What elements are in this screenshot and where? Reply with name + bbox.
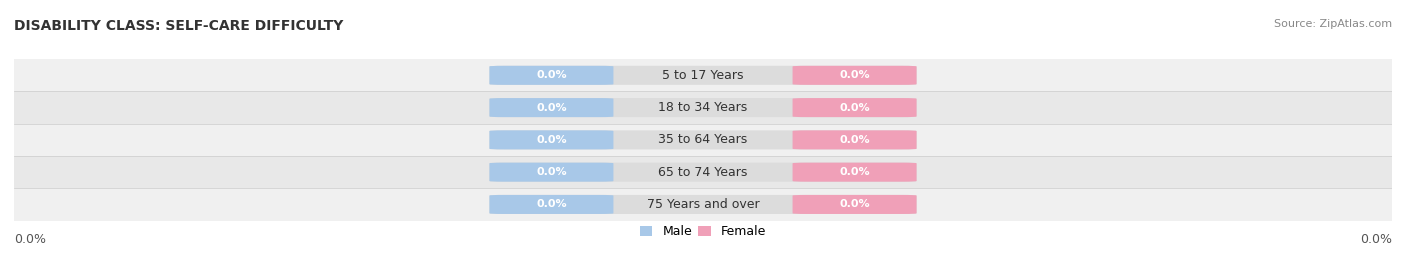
FancyBboxPatch shape — [793, 130, 917, 149]
Text: 0.0%: 0.0% — [536, 70, 567, 80]
Bar — [14, 156, 1392, 188]
Text: 0.0%: 0.0% — [1360, 233, 1392, 246]
Text: 75 Years and over: 75 Years and over — [647, 198, 759, 211]
FancyBboxPatch shape — [489, 130, 917, 149]
FancyBboxPatch shape — [489, 66, 917, 85]
Text: 65 to 74 Years: 65 to 74 Years — [658, 166, 748, 179]
Text: 0.0%: 0.0% — [839, 70, 870, 80]
FancyBboxPatch shape — [489, 163, 613, 182]
Bar — [14, 91, 1392, 124]
Text: 18 to 34 Years: 18 to 34 Years — [658, 101, 748, 114]
Text: 0.0%: 0.0% — [839, 102, 870, 113]
Text: Source: ZipAtlas.com: Source: ZipAtlas.com — [1274, 19, 1392, 29]
Text: 0.0%: 0.0% — [536, 135, 567, 145]
Text: 35 to 64 Years: 35 to 64 Years — [658, 133, 748, 146]
Bar — [14, 59, 1392, 91]
Text: 0.0%: 0.0% — [839, 135, 870, 145]
Text: 0.0%: 0.0% — [536, 102, 567, 113]
Text: 0.0%: 0.0% — [536, 199, 567, 210]
FancyBboxPatch shape — [793, 98, 917, 117]
Text: 5 to 17 Years: 5 to 17 Years — [662, 69, 744, 82]
Text: 0.0%: 0.0% — [839, 167, 870, 177]
Text: 0.0%: 0.0% — [839, 199, 870, 210]
Bar — [14, 188, 1392, 221]
FancyBboxPatch shape — [489, 195, 613, 214]
FancyBboxPatch shape — [793, 66, 917, 85]
Text: 0.0%: 0.0% — [536, 167, 567, 177]
Legend: Male, Female: Male, Female — [636, 220, 770, 243]
Text: 0.0%: 0.0% — [14, 233, 46, 246]
FancyBboxPatch shape — [489, 98, 917, 117]
Bar — [14, 124, 1392, 156]
FancyBboxPatch shape — [489, 66, 613, 85]
FancyBboxPatch shape — [489, 163, 917, 182]
Text: DISABILITY CLASS: SELF-CARE DIFFICULTY: DISABILITY CLASS: SELF-CARE DIFFICULTY — [14, 19, 343, 33]
FancyBboxPatch shape — [489, 98, 613, 117]
FancyBboxPatch shape — [489, 195, 917, 214]
FancyBboxPatch shape — [489, 130, 613, 149]
FancyBboxPatch shape — [793, 195, 917, 214]
FancyBboxPatch shape — [793, 163, 917, 182]
